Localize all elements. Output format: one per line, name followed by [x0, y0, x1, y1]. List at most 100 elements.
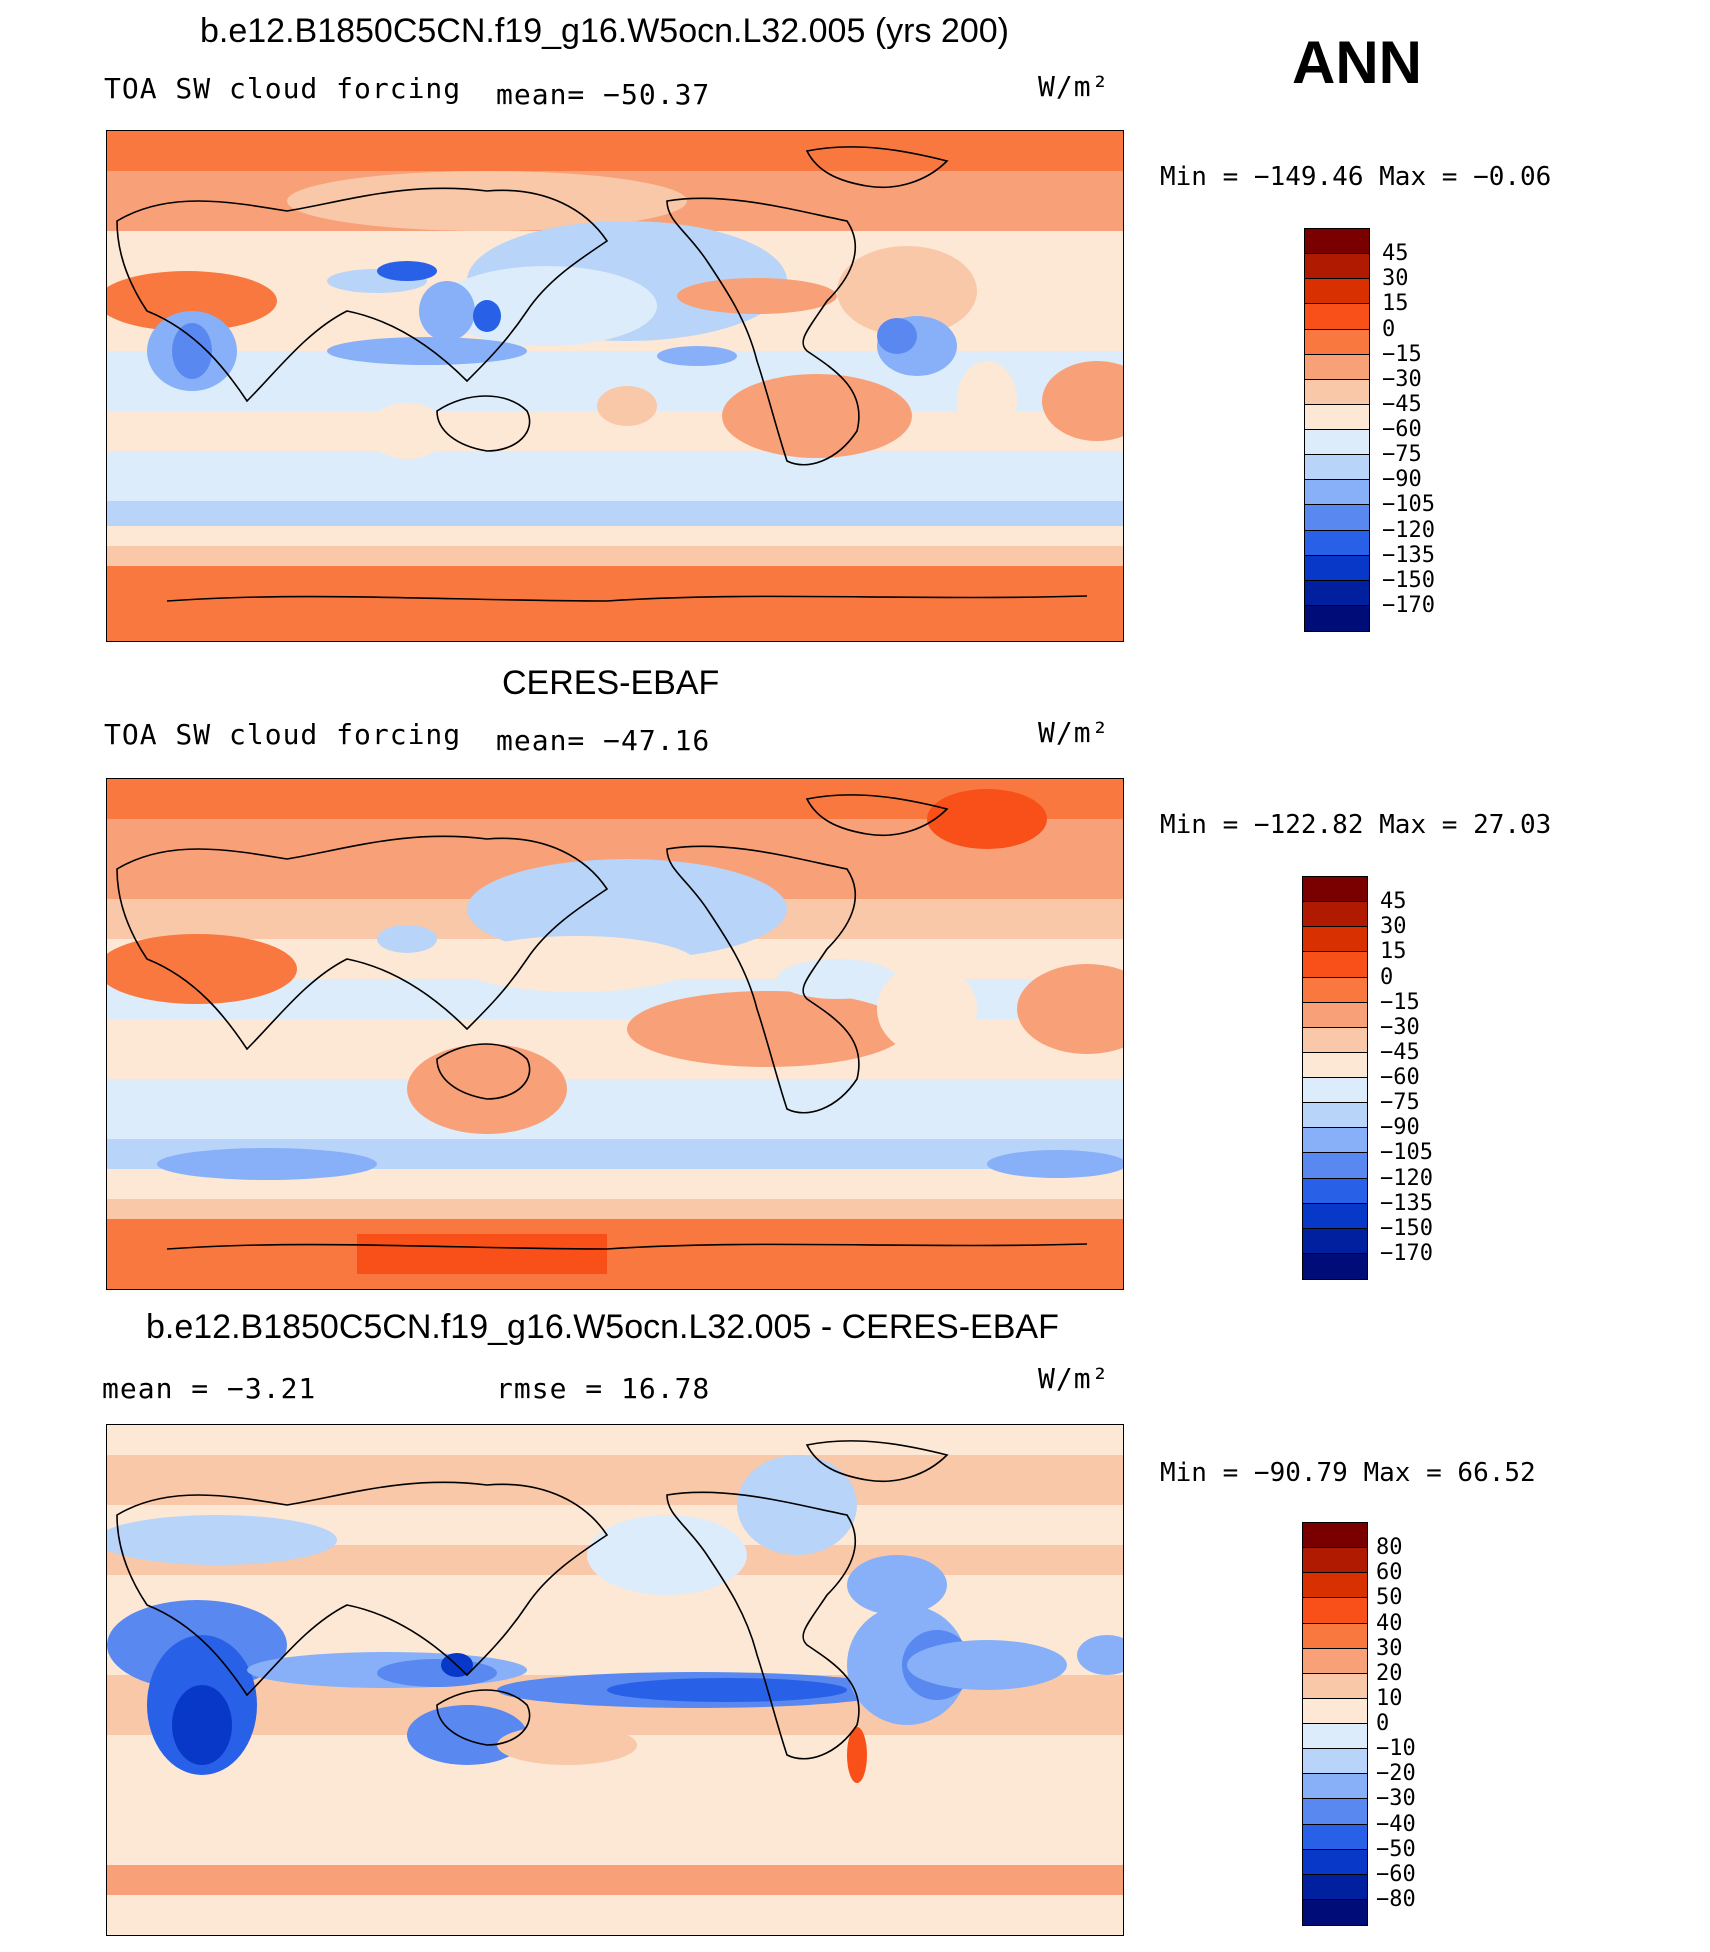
colorbar-tick-label: −75 — [1380, 1090, 1420, 1116]
colorbar-swatch — [1303, 1824, 1367, 1850]
colorbar-swatch — [1305, 329, 1369, 355]
colorbar-tick-label: 30 — [1382, 266, 1409, 292]
colorbar-tick-label: 15 — [1382, 291, 1409, 317]
colorbar-swatch — [1303, 1027, 1367, 1053]
season-label: ANN — [1292, 29, 1422, 96]
colorbar-swatch — [1305, 430, 1369, 456]
colorbar-tick-label: 15 — [1380, 939, 1407, 965]
colorbar-tick-label: 20 — [1376, 1660, 1403, 1686]
colorbar-tick-label: −170 — [1382, 592, 1435, 618]
panel-3-rmse-label: rmse = 16.78 — [496, 1372, 711, 1405]
colorbar-tick-label: −90 — [1380, 1115, 1420, 1141]
panel-1-variable-label: TOA SW cloud forcing — [104, 72, 462, 105]
colorbar-swatch — [1303, 1002, 1367, 1028]
colorbar-swatch — [1303, 1648, 1367, 1674]
panel-2-map — [106, 778, 1124, 1290]
colorbar-tick-label: −120 — [1382, 517, 1435, 543]
colorbar-swatch — [1303, 952, 1367, 978]
colorbar-tick-label: −20 — [1376, 1761, 1416, 1787]
colorbar-swatch — [1303, 1849, 1367, 1875]
colorbar-swatch — [1303, 902, 1367, 928]
colorbar-tick-label: −40 — [1376, 1811, 1416, 1837]
colorbar-swatch — [1303, 1078, 1367, 1104]
colorbar-tick-label: −150 — [1382, 567, 1435, 593]
colorbar-tick-label: −135 — [1382, 542, 1435, 568]
colorbar-swatch — [1303, 1103, 1367, 1129]
colorbar-swatch — [1303, 1178, 1367, 1204]
colorbar-swatch — [1303, 977, 1367, 1003]
panel-2-units-label: W/m² — [1038, 716, 1110, 749]
colorbar-swatch — [1303, 1874, 1367, 1900]
panel-2-title: CERES-EBAF — [502, 664, 720, 702]
colorbar-swatch — [1305, 530, 1369, 556]
colorbar-swatch — [1303, 1253, 1367, 1279]
colorbar-tick-label: −80 — [1376, 1886, 1416, 1912]
colorbar-tick-label: −105 — [1382, 492, 1435, 518]
colorbar-swatch — [1303, 1228, 1367, 1254]
colorbar-tick-label: −15 — [1382, 341, 1422, 367]
colorbar-tick-label: 30 — [1380, 914, 1407, 940]
colorbar-swatch — [1305, 480, 1369, 506]
panel-1-minmax: Min = −149.46 Max = −0.06 — [1160, 162, 1552, 192]
panel-2-mean-label: mean= −47.16 — [496, 724, 711, 757]
colorbar-swatch — [1303, 1128, 1367, 1154]
panel-1-colorbar — [1304, 228, 1370, 632]
colorbar-tick-label: −105 — [1380, 1140, 1433, 1166]
panel-3-colorbar — [1302, 1522, 1368, 1926]
colorbar-swatch — [1305, 605, 1369, 631]
colorbar-tick-label: −10 — [1376, 1736, 1416, 1762]
colorbar-tick-label: −45 — [1380, 1039, 1420, 1065]
colorbar-tick-label: 0 — [1382, 316, 1396, 342]
panel-3-minmax: Min = −90.79 Max = 66.52 — [1160, 1458, 1536, 1488]
colorbar-tick-label: −15 — [1380, 989, 1420, 1015]
colorbar-tick-label: 45 — [1382, 241, 1409, 267]
colorbar-swatch — [1305, 379, 1369, 405]
colorbar-tick-label: −75 — [1382, 442, 1422, 468]
colorbar-swatch — [1303, 1523, 1367, 1549]
colorbar-swatch — [1305, 555, 1369, 581]
panel-3-mean-label: mean = −3.21 — [102, 1372, 317, 1405]
colorbar-tick-label: −30 — [1380, 1014, 1420, 1040]
colorbar-swatch — [1303, 1623, 1367, 1649]
colorbar-tick-label: −120 — [1380, 1165, 1433, 1191]
colorbar-swatch — [1303, 1774, 1367, 1800]
colorbar-swatch — [1303, 1548, 1367, 1574]
panel-2-minmax: Min = −122.82 Max = 27.03 — [1160, 810, 1552, 840]
colorbar-swatch — [1305, 304, 1369, 330]
colorbar-swatch — [1303, 1598, 1367, 1624]
colorbar-tick-label: 10 — [1376, 1685, 1403, 1711]
colorbar-tick-label: 60 — [1376, 1560, 1403, 1586]
colorbar-swatch — [1303, 1573, 1367, 1599]
colorbar-tick-label: −60 — [1380, 1065, 1420, 1090]
colorbar-tick-label: −30 — [1382, 366, 1422, 392]
colorbar-swatch — [1305, 229, 1369, 255]
panel-1-map — [106, 130, 1124, 642]
colorbar-swatch — [1305, 404, 1369, 430]
panel-1-mean-label: mean= −50.37 — [496, 78, 711, 111]
colorbar-swatch — [1303, 927, 1367, 953]
colorbar-swatch — [1303, 1203, 1367, 1229]
colorbar-swatch — [1303, 1899, 1367, 1925]
colorbar-swatch — [1305, 580, 1369, 606]
colorbar-tick-label: 0 — [1380, 964, 1394, 990]
colorbar-tick-label: −90 — [1382, 467, 1422, 493]
colorbar-tick-label: 50 — [1376, 1585, 1403, 1611]
colorbar-tick-label: 40 — [1376, 1610, 1403, 1636]
colorbar-swatch — [1303, 1698, 1367, 1724]
panel-3-map — [106, 1424, 1124, 1936]
colorbar-tick-label: 80 — [1376, 1535, 1403, 1561]
colorbar-tick-label: −50 — [1376, 1836, 1416, 1862]
colorbar-tick-label: −150 — [1380, 1215, 1433, 1241]
panel-3-title: b.e12.B1850C5CN.f19_g16.W5ocn.L32.005 - … — [146, 1308, 1059, 1346]
colorbar-swatch — [1305, 279, 1369, 305]
colorbar-tick-label: 45 — [1380, 889, 1407, 915]
colorbar-swatch — [1303, 1724, 1367, 1750]
colorbar-swatch — [1303, 1799, 1367, 1825]
colorbar-tick-label: −45 — [1382, 391, 1422, 417]
panel-2-variable-label: TOA SW cloud forcing — [104, 718, 462, 751]
colorbar-tick-label: −60 — [1382, 417, 1422, 442]
colorbar-swatch — [1305, 254, 1369, 280]
colorbar-tick-label: 30 — [1376, 1635, 1403, 1661]
colorbar-swatch — [1303, 1749, 1367, 1775]
colorbar-swatch — [1305, 354, 1369, 380]
